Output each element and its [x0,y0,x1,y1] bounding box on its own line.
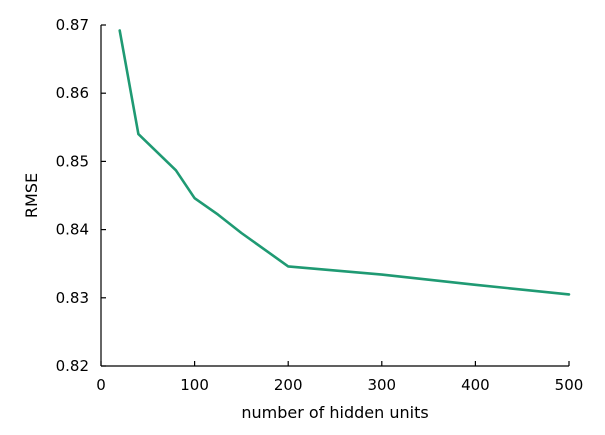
x-tick-label: 100 [180,376,209,394]
y-tick-label: 0.83 [56,289,89,307]
y-tick-label: 0.82 [56,357,89,375]
x-axis-label: number of hidden units [241,403,428,422]
x-ticks: 0 100 200 300 400 500 [96,361,583,394]
y-tick-label: 0.85 [56,152,89,170]
x-tick-label: 200 [274,376,303,394]
plot-area [118,29,571,296]
x-tick-label: 300 [367,376,396,394]
y-tick-label: 0.84 [56,221,89,239]
x-tick-label: 0 [96,376,106,394]
x-tick-label: 400 [461,376,490,394]
x-tick-label: 500 [555,376,584,394]
y-ticks: 0.82 0.83 0.84 0.85 0.86 0.87 [56,16,106,375]
y-tick-label: 0.87 [56,16,89,34]
y-tick-label: 0.86 [56,84,89,102]
series-line [118,29,571,296]
y-axis-label: RMSE [22,173,41,218]
